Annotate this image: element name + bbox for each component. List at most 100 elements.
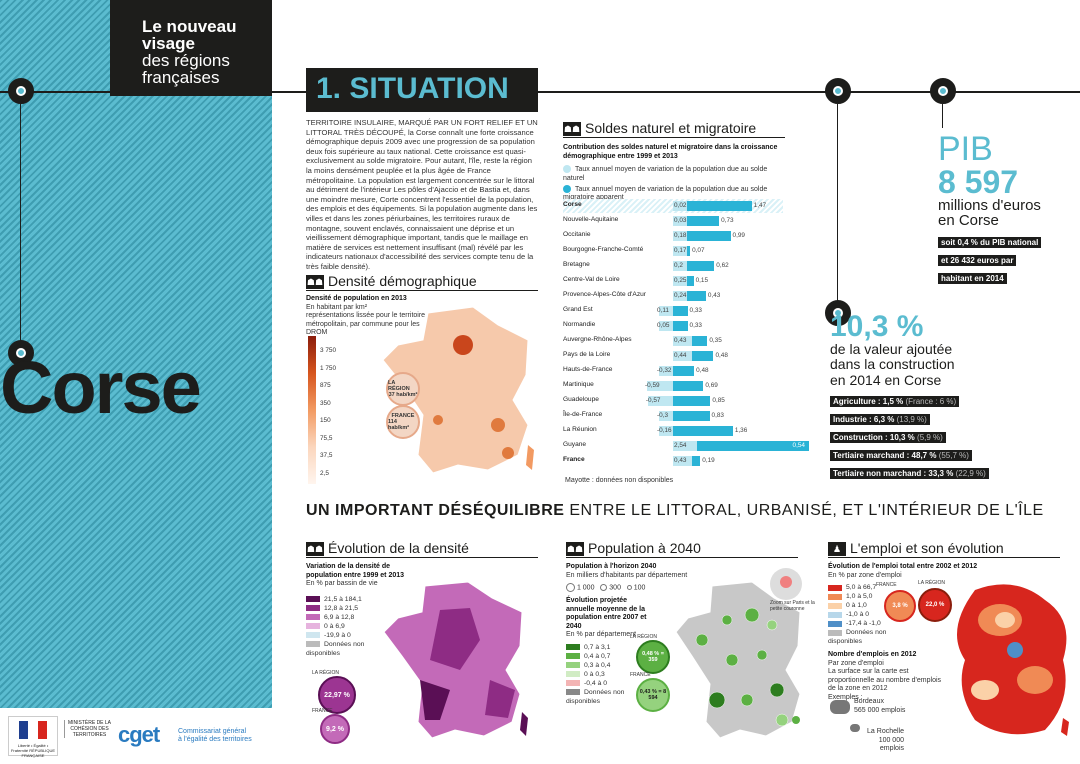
soldes-natural-bar xyxy=(673,246,687,256)
pop2040-proj-unit: En % par département xyxy=(566,631,637,639)
france-label: FRANCE xyxy=(630,672,651,678)
series-title: Le nouveau visage des régions françaises xyxy=(110,0,272,96)
legend-item: 0 à 6,9 xyxy=(324,622,345,630)
bordeaux-example: Bordeaux 565 000 emplois xyxy=(854,698,905,715)
france-value: 114 hab/km² xyxy=(388,419,410,431)
sector-france: (5,9 %) xyxy=(917,433,943,442)
legend-mig: Taux annuel moyen de variation de la pop… xyxy=(563,185,768,202)
soldes-migratory-bar xyxy=(673,411,710,421)
soldes-migratory-bar xyxy=(673,381,704,391)
soldes-row-label: Île-de-France xyxy=(563,411,603,418)
soldes-natural-bar xyxy=(673,201,687,211)
soldes-migratory-value: 0,35 xyxy=(709,337,722,344)
vertical-line xyxy=(942,104,943,128)
pib-unit2: en Corse xyxy=(938,212,999,229)
ministere-text: MINISTÈRE DE LA COHÉSION DES TERRITOIRES xyxy=(64,720,112,738)
soldes-natural-value: 0,02 xyxy=(674,202,687,209)
pop2040-section: ☗☗ Population à 2040 Population à l'horiz… xyxy=(566,540,798,705)
legend-item: 5,0 à 66,7 xyxy=(846,584,877,592)
intro-text: TERRITOIRE INSULAIRE, MARQUÉ PAR UN FORT… xyxy=(306,118,538,271)
people-icon: ☗☗ xyxy=(306,542,324,557)
ex2-name: La Rochelle xyxy=(867,728,904,735)
timeline-dot xyxy=(825,300,851,326)
densite-section: ☗☗ Densité démographique Densité de popul… xyxy=(306,273,538,338)
construction-block: 10,3 % de la valeur ajoutée dans la cons… xyxy=(830,312,1070,481)
soldes-migratory-bar xyxy=(687,261,715,271)
larochelle-shape xyxy=(850,724,860,732)
ex1-name: Bordeaux xyxy=(854,698,884,705)
soldes-row-label: Grand Est xyxy=(563,306,593,313)
sector-label: Tertiaire non marchand : 33,3 % xyxy=(833,469,954,478)
soldes-natural-bar xyxy=(673,216,687,226)
soldes-title: Soldes naturel et migratoire xyxy=(585,120,757,136)
soldes-natural-value: -0,32 xyxy=(656,367,672,374)
legend-item: 0 à 1,0 xyxy=(846,602,867,610)
soldes-migratory-value: 1,36 xyxy=(734,427,748,434)
soldes-migratory-value: 0,15 xyxy=(695,277,709,284)
soldes-migratory-value: 0,73 xyxy=(721,217,734,224)
soldes-migratory-value: 0,33 xyxy=(689,307,702,314)
soldes-row-label: Hauts-de-France xyxy=(563,366,613,373)
paris-hotspot xyxy=(453,335,473,355)
soldes-row: Guyane 2,54 0,54 xyxy=(563,439,809,453)
emploi-cartogram-map xyxy=(957,584,1069,736)
legend-item: 0,3 à 0,4 xyxy=(584,661,611,669)
densite-unit: En habitant par km² xyxy=(306,303,368,311)
soldes-migratory-bar xyxy=(687,201,752,211)
soldes-migratory-value: 0,48 xyxy=(715,352,728,359)
soldes-footnote: Mayotte : données non disponibles xyxy=(565,477,674,484)
nb-note: La surface sur la carte est proportionne… xyxy=(828,668,942,693)
region-label: LA RÉGION xyxy=(312,670,339,676)
legend-nat: Taux annuel moyen de variation de la pop… xyxy=(563,166,768,182)
sector-item: Industrie : 6,3 % (13,9 %) xyxy=(830,414,930,425)
legend-item: Données non disponibles xyxy=(566,688,625,705)
republique-logo: Liberté • Égalité • Fraternité RÉPUBLIQU… xyxy=(8,716,58,758)
legend-item: Données non disponibles xyxy=(306,640,365,657)
scale-label: 37,5 xyxy=(320,452,333,459)
region-label: LA RÉGION xyxy=(918,580,945,586)
emploi-legend: 5,0 à 66,7 1,0 à 5,0 0 à 1,0 -1,0 à 0 -1… xyxy=(828,583,1060,645)
legend-item: 0,4 à 0,7 xyxy=(584,652,611,660)
soldes-row: Guadeloupe -0,57 0,85 xyxy=(563,394,783,408)
timeline-dot xyxy=(8,340,34,366)
soldes-migratory-bar xyxy=(673,396,711,406)
left-hatched-panel xyxy=(0,0,272,764)
soldes-migratory-bar xyxy=(673,366,695,376)
soldes-migratory-bar xyxy=(673,426,733,436)
larochelle-example: La Rochelle 100 000 emplois xyxy=(854,728,904,754)
soldes-natural-value: -0,57 xyxy=(645,397,661,404)
emploi-subtitle: Évolution de l'emploi total entre 2002 e… xyxy=(828,563,978,571)
soldes-migratory-bar xyxy=(687,231,731,241)
logo-footer: Liberté • Égalité • Fraternité RÉPUBLIQU… xyxy=(0,708,272,764)
construction-line1: de la valeur ajoutée xyxy=(830,341,953,357)
evol-densite-title-row: ☗☗ Évolution de la densité xyxy=(306,540,538,559)
legend-item: 21,5 à 184,1 xyxy=(324,595,362,603)
subtitle-rest: ENTRE LE LITTORAL, URBANISÉ, ET L'INTÉRI… xyxy=(564,502,1044,519)
soldes-natural-bar xyxy=(673,231,687,241)
emploi-title-row: ♟ L'emploi et son évolution xyxy=(828,540,1060,559)
france-value: 3,8 % xyxy=(892,603,908,609)
soldes-natural-value: 0,17 xyxy=(674,247,687,254)
densite-france-circle: FRANCE 114 hab/km² xyxy=(386,405,420,439)
sector-france: (France : 6 %) xyxy=(905,397,957,406)
soldes-natural-bar xyxy=(659,411,673,421)
legend-mig-swatch xyxy=(563,185,571,194)
nb-title: Nombre d'emplois en 2012 xyxy=(828,651,917,659)
soldes-natural-bar xyxy=(658,366,673,376)
evol-france-circle: 9,2 % xyxy=(320,714,350,744)
soldes-migratory-value: 0,62 xyxy=(716,262,729,269)
soldes-migratory-bar xyxy=(687,216,720,226)
densite-note: représentations lissée pour le territoir… xyxy=(306,312,426,337)
soldes-natural-value: 2,54 xyxy=(674,442,687,449)
cget-desc-1: Commissariat général xyxy=(178,728,247,735)
soldes-row-label: Nouvelle-Aquitaine xyxy=(563,216,619,223)
cget-logo: cget xyxy=(118,722,160,747)
soldes-migratory-value: 0,83 xyxy=(711,412,724,419)
timeline-line xyxy=(538,91,1080,93)
corse-shape xyxy=(526,445,534,470)
region-value: 37 hab/km² xyxy=(388,392,418,398)
soldes-row: Corse 0,02 1,47 xyxy=(563,199,783,213)
soldes-migratory-value: 0,48 xyxy=(696,367,709,374)
france-label: FRANCE xyxy=(876,582,897,588)
construction-line3: en 2014 en Corse xyxy=(830,372,942,388)
